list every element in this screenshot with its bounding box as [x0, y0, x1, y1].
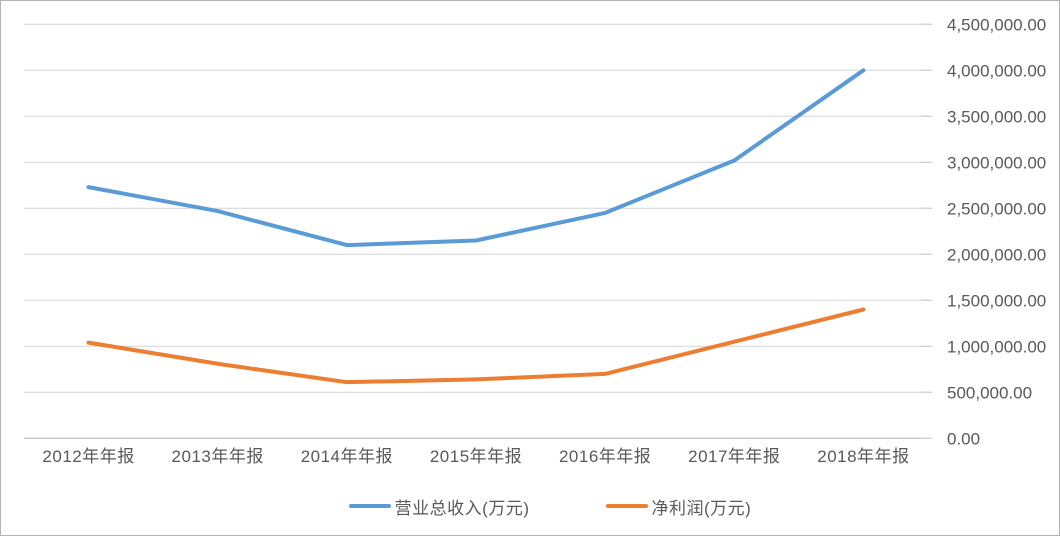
x-axis-category-label: 2018年年报	[817, 447, 909, 466]
legend-label-netprofit: 净利润(万元)	[651, 498, 752, 518]
y-axis-tick-label: 1,500,000.00	[947, 291, 1046, 310]
y-axis-tick-label: 4,500,000.00	[947, 15, 1046, 34]
legend-item-netprofit: 净利润(万元)	[605, 494, 752, 519]
legend-line-swatch-revenue	[348, 504, 391, 508]
y-axis-tick-label: 3,000,000.00	[947, 153, 1046, 172]
y-axis-tick-label: 500,000.00	[947, 383, 1032, 402]
x-axis-category-label: 2016年年报	[559, 447, 651, 466]
chart-legend: 营业总收入(万元) 净利润(万元)	[21, 493, 1059, 519]
legend-line-swatch-netprofit	[605, 504, 648, 508]
series-line-1	[86, 307, 866, 385]
y-axis-tick-label: 2,000,000.00	[947, 245, 1046, 264]
y-axis-tick-label: 4,000,000.00	[947, 61, 1046, 80]
x-axis-category-label: 2013年年报	[172, 447, 264, 466]
y-axis-tick-label: 0.00	[947, 429, 980, 448]
y-axis-tick-label: 2,500,000.00	[947, 199, 1046, 218]
x-axis-category-label: 2012年年报	[42, 447, 134, 466]
x-axis-category-label: 2017年年报	[688, 447, 780, 466]
x-axis-category-label: 2014年年报	[301, 447, 393, 466]
legend-item-revenue: 营业总收入(万元)	[348, 494, 530, 519]
x-axis-category-label: 2015年年报	[430, 447, 522, 466]
series-line-0	[86, 68, 866, 248]
y-axis-tick-label: 3,500,000.00	[947, 107, 1046, 126]
y-axis-tick-label: 1,000,000.00	[947, 337, 1046, 356]
legend-label-revenue: 营业总收入(万元)	[394, 498, 530, 518]
